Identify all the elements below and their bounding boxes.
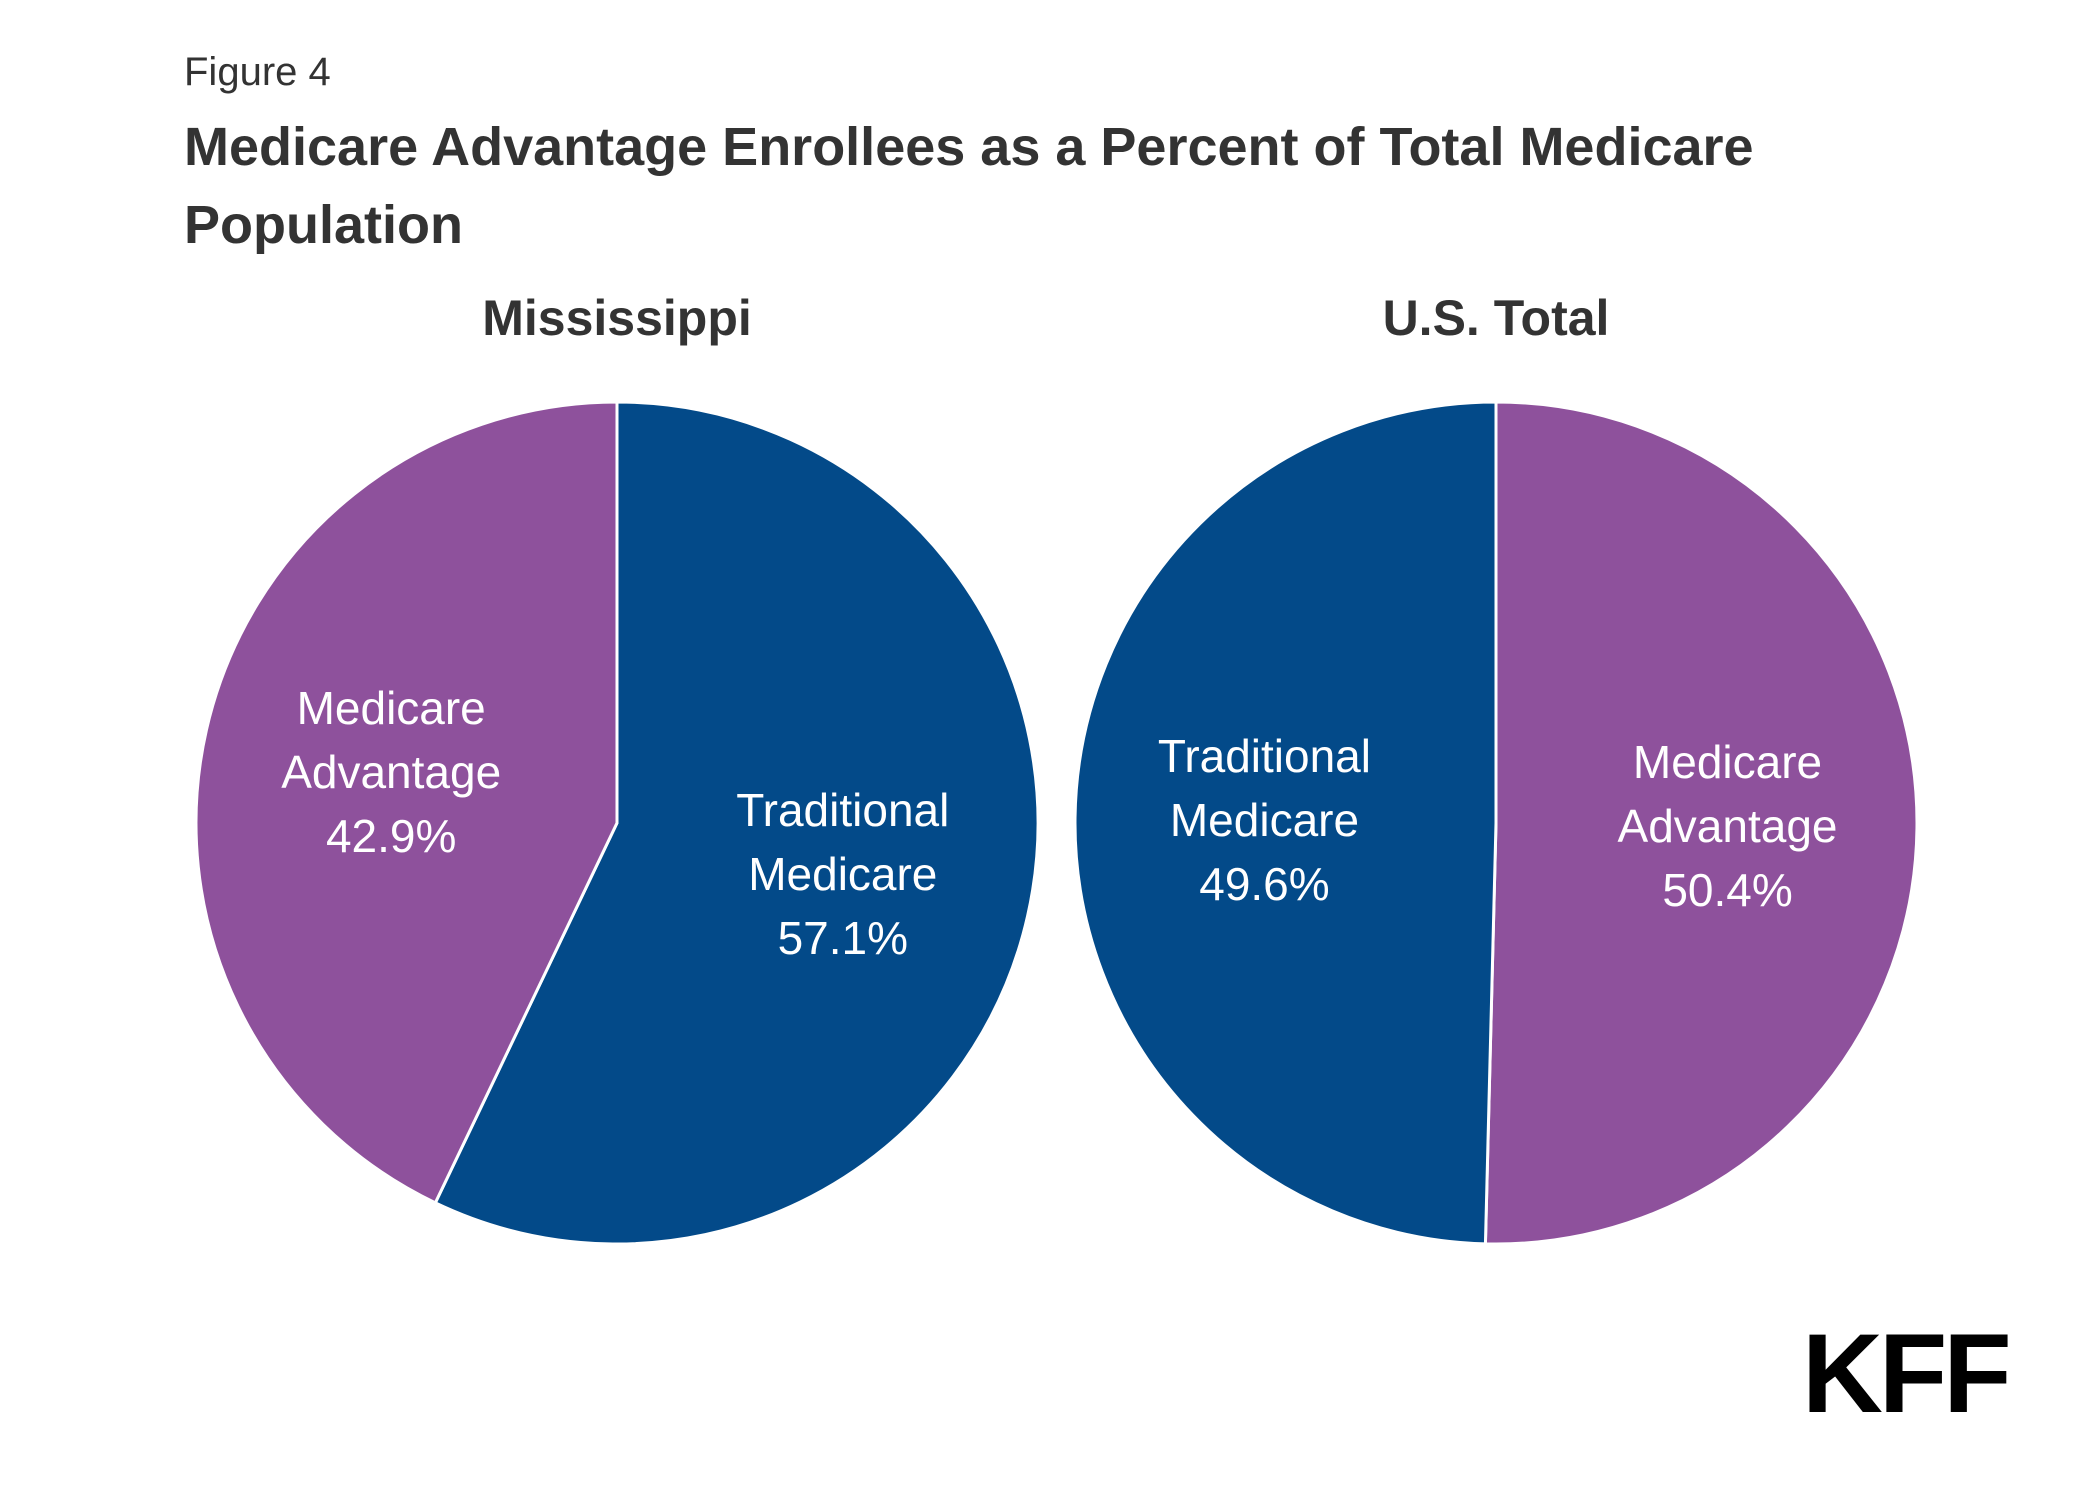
mississippi-label-traditional-medicare: Traditional Medicare 57.1% (736, 784, 949, 964)
u-s-total-label-traditional-medicare: Traditional Medicare 49.6% (1158, 730, 1371, 910)
u-s-total-slice-medicare-advantage (1483, 400, 1919, 1246)
mississippi-slice-traditional-medicare (433, 400, 1040, 1246)
u-s-total-label-medicare-advantage: Medicare Advantage 50.4% (1618, 736, 1838, 916)
mississippi-pie-title: Mississippi (482, 290, 752, 346)
figure-label: Figure 4 (184, 50, 331, 94)
kff-logo: KFF (1802, 1311, 2012, 1436)
u-s-total-pie-title: U.S. Total (1383, 290, 1610, 346)
mississippi-slice-medicare-advantage (194, 400, 619, 1205)
mississippi-label-medicare-advantage: Medicare Advantage 42.9% (281, 682, 501, 862)
u-s-total-slice-traditional-medicare (1073, 400, 1498, 1246)
chart-title: Medicare Advantage Enrollees as a Percen… (184, 117, 1754, 255)
